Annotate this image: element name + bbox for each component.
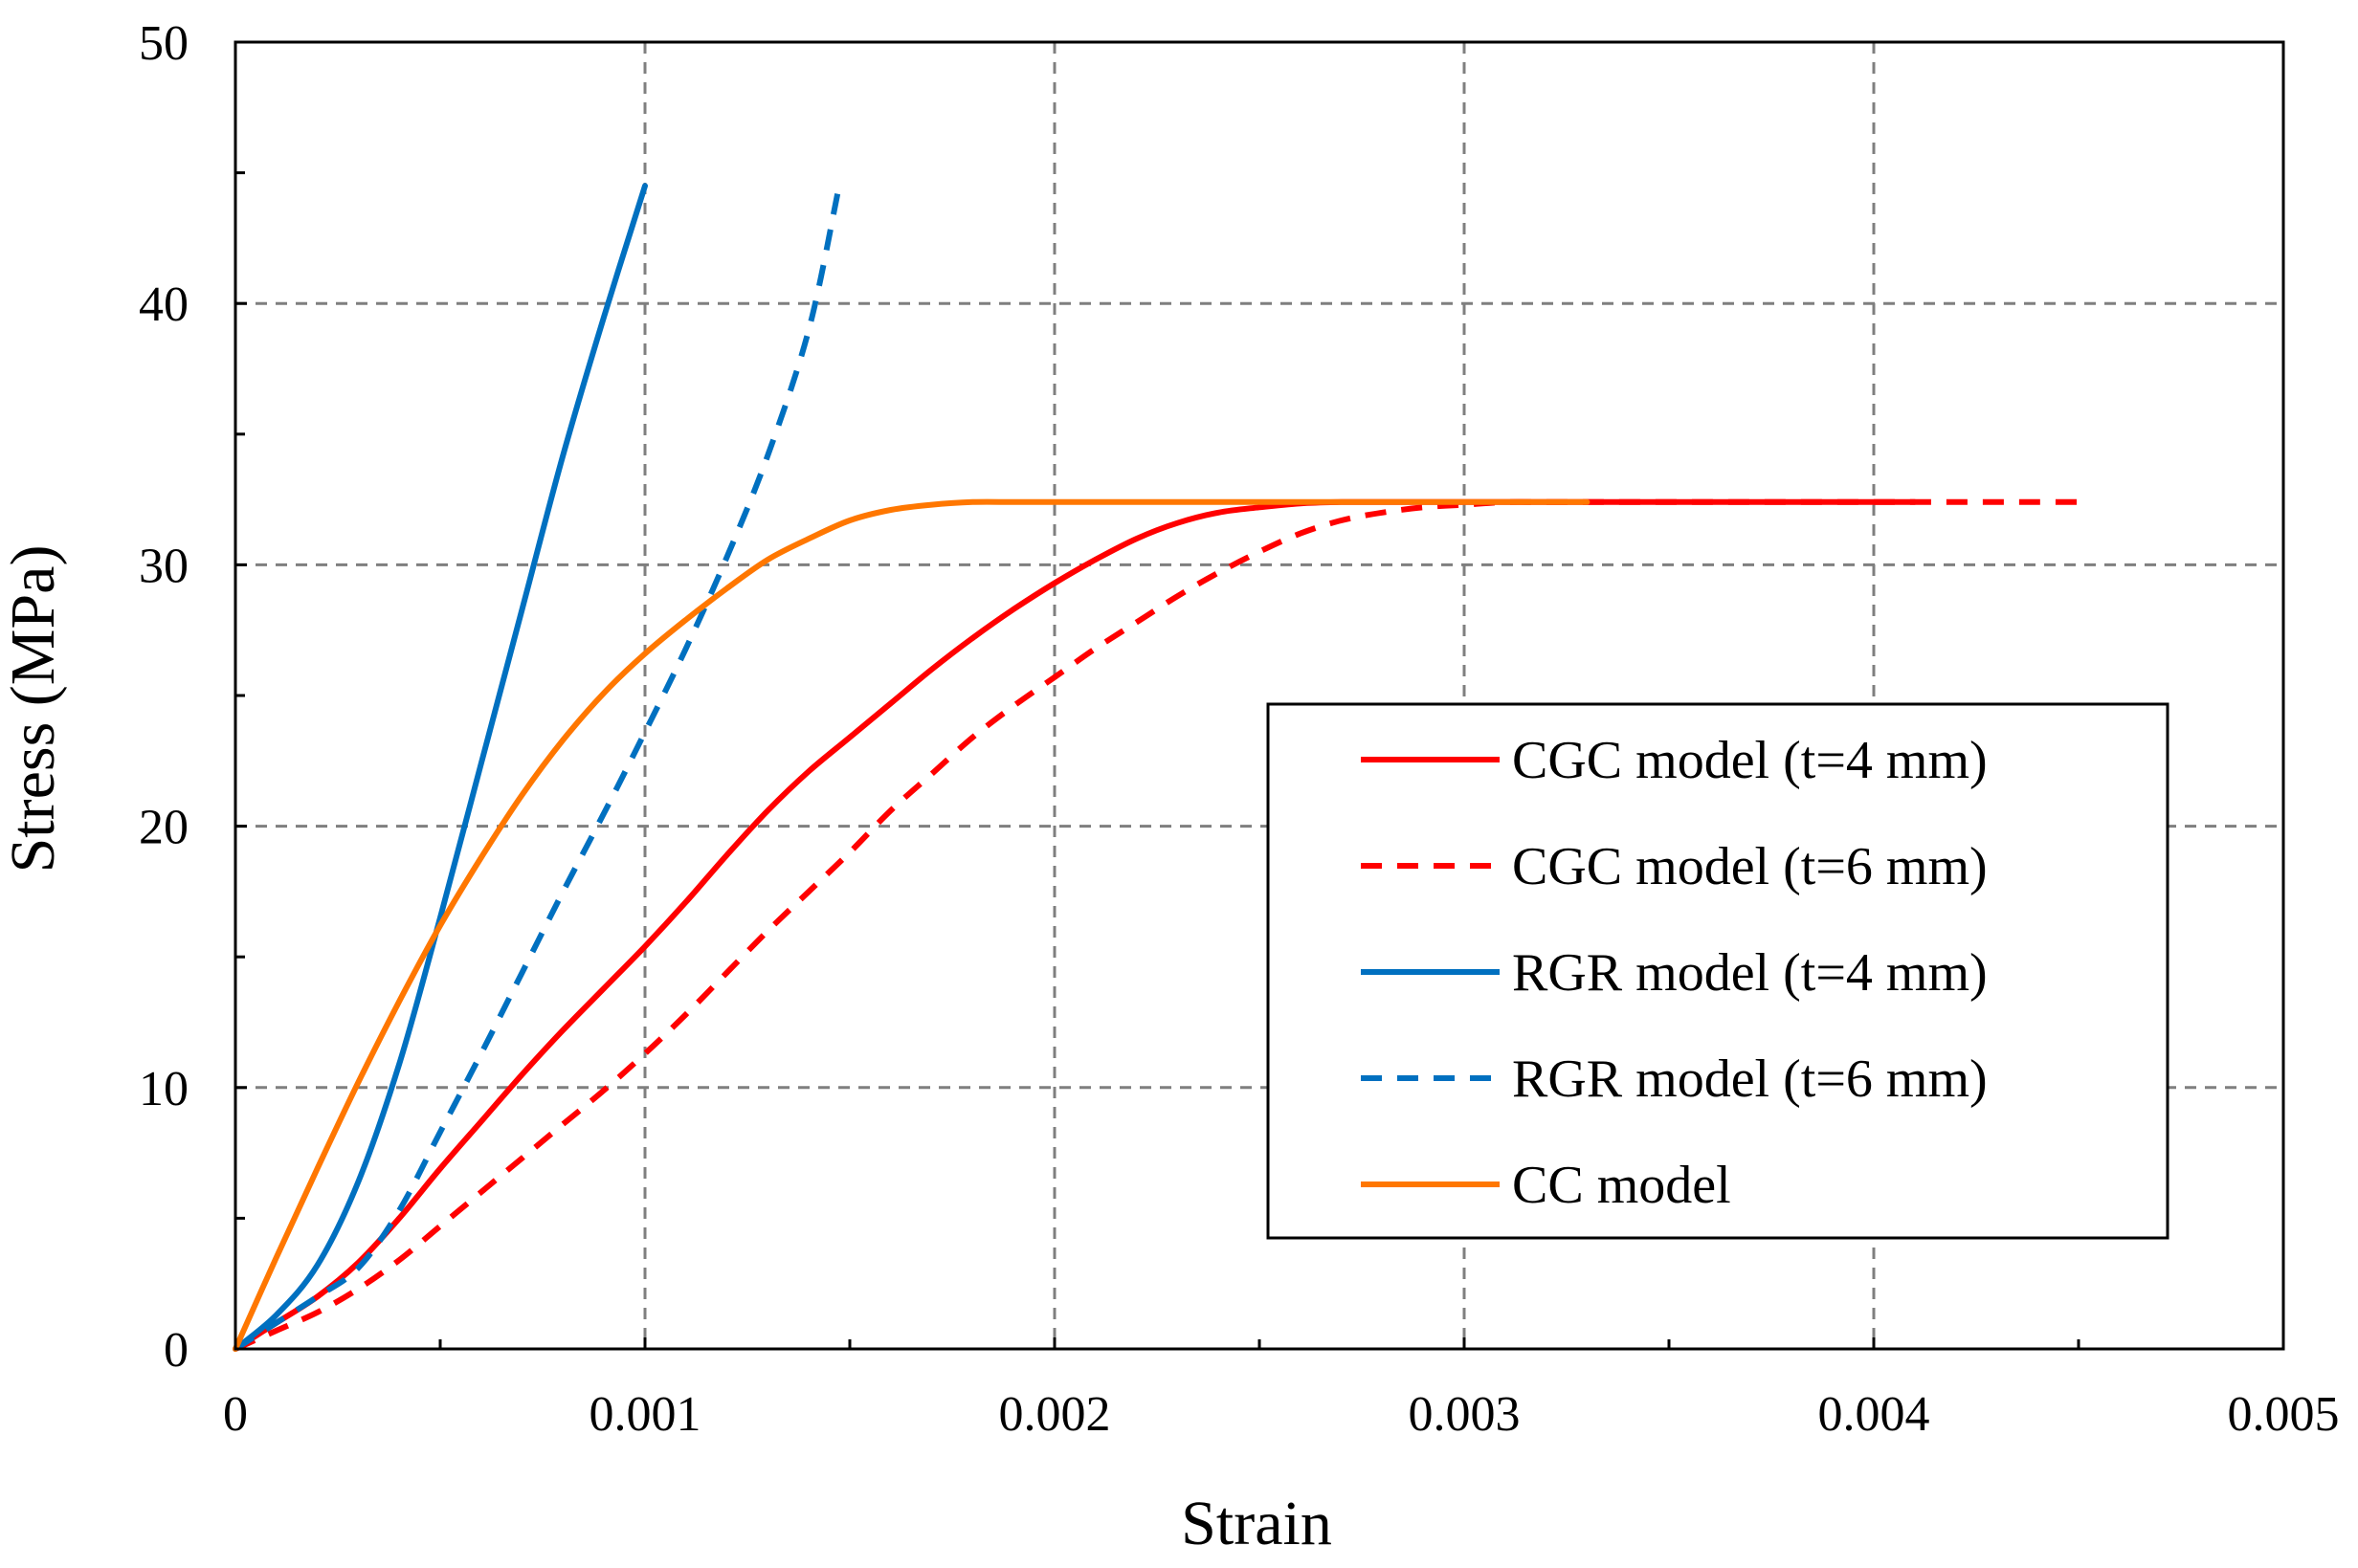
y-tick-label: 20 xyxy=(139,801,189,855)
legend-label: CGC model (t=6 mm) xyxy=(1512,837,1988,896)
legend-label: RGR model (t=4 mm) xyxy=(1512,943,1988,1003)
y-tick-label: 30 xyxy=(139,539,189,593)
y-tick-label: 0 xyxy=(164,1323,189,1378)
series-line-cc-model xyxy=(233,498,1591,1352)
y-tick-label: 40 xyxy=(139,277,189,332)
legend-label: RGR model (t=6 mm) xyxy=(1512,1049,1988,1109)
legend: CGC model (t=4 mm) CGC model (t=6 mm) RGR … xyxy=(1266,702,2169,1240)
y-axis-title: Stress (MPa) xyxy=(0,545,68,873)
x-axis-title: Strain xyxy=(1181,1489,1332,1558)
legend-label: CGC model (t=4 mm) xyxy=(1512,731,1988,790)
y-axis-tick-labels: 0 10 20 30 40 50 xyxy=(139,16,189,1378)
x-tick-label: 0.005 xyxy=(2228,1387,2340,1442)
x-tick-label: 0.002 xyxy=(999,1387,1111,1442)
x-tick-label: 0.004 xyxy=(1818,1387,1930,1442)
x-tick-label: 0 xyxy=(223,1387,248,1442)
y-tick-label: 10 xyxy=(139,1062,189,1116)
x-tick-label: 0.003 xyxy=(1409,1387,1521,1442)
legend-label: CC model xyxy=(1512,1156,1731,1215)
series-lines xyxy=(233,183,2079,1352)
series-line-rgr-model-t-4-mm xyxy=(233,183,648,1352)
axis-ticks xyxy=(234,40,2285,1351)
series-line-rgr-model-t-6-mm xyxy=(234,192,841,1352)
x-axis-tick-labels: 0 0.001 0.002 0.003 0.004 0.005 xyxy=(223,1387,2340,1442)
x-tick-label: 0.001 xyxy=(590,1387,701,1442)
series-line-cgc-model-t-6-mm xyxy=(234,498,2079,1352)
y-tick-label: 50 xyxy=(139,16,189,71)
